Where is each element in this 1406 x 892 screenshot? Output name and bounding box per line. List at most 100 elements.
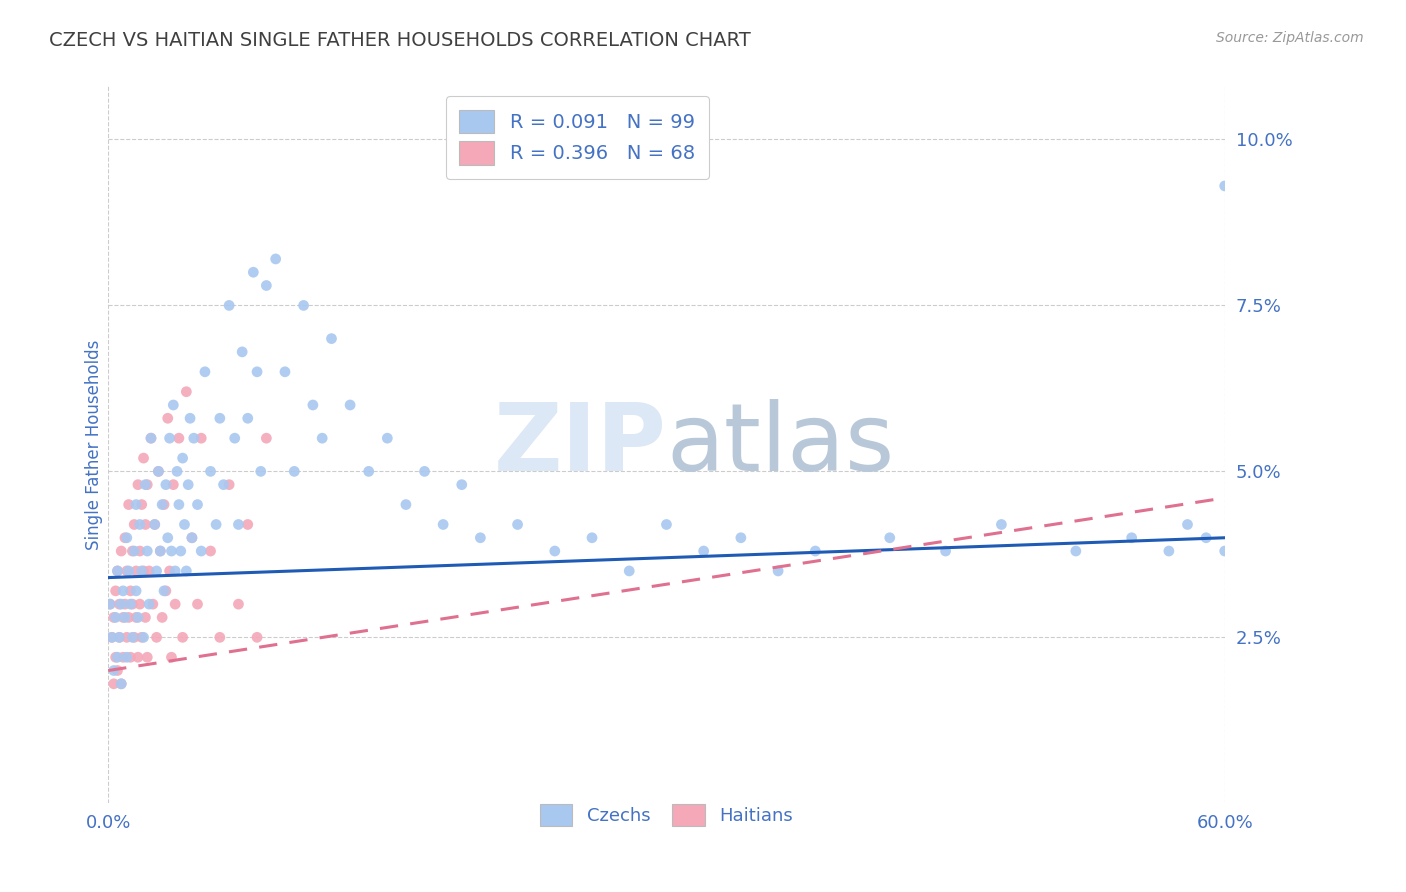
Point (160, 650, 183, 665)
Point (200, 544, 222, 558)
Point (190, 431, 212, 445)
Point (136, 650, 159, 665)
Point (127, 610, 149, 624)
Point (136, 544, 159, 558)
Point (246, 365, 269, 379)
Text: ZIP: ZIP (494, 399, 666, 491)
Point (183, 431, 205, 445)
Point (118, 564, 141, 578)
Point (208, 630, 231, 644)
Point (132, 451, 155, 466)
Point (218, 477, 240, 491)
Point (236, 411, 259, 425)
Point (581, 531, 603, 545)
Point (110, 677, 132, 691)
Point (692, 544, 714, 558)
Point (128, 597, 150, 611)
Point (156, 411, 179, 425)
Point (166, 464, 188, 478)
Point (136, 477, 159, 491)
Point (138, 597, 160, 611)
Point (450, 477, 472, 491)
Point (125, 498, 148, 512)
Point (153, 498, 176, 512)
Point (132, 564, 155, 578)
Point (179, 411, 201, 425)
Point (506, 517, 529, 532)
Point (200, 464, 222, 478)
Point (176, 564, 198, 578)
Point (115, 650, 138, 665)
Point (218, 298, 240, 312)
Text: Source: ZipAtlas.com: Source: ZipAtlas.com (1216, 31, 1364, 45)
Point (112, 610, 135, 624)
Point (131, 498, 153, 512)
Point (264, 252, 287, 266)
Point (112, 650, 135, 665)
Point (619, 564, 641, 578)
Point (104, 650, 127, 665)
Point (177, 477, 200, 491)
Point (292, 298, 315, 312)
Point (186, 498, 208, 512)
Point (990, 517, 1012, 532)
Point (181, 531, 204, 545)
Point (115, 531, 138, 545)
Point (118, 498, 141, 512)
Point (114, 610, 136, 624)
Point (155, 583, 177, 598)
Point (98, 597, 121, 611)
Point (730, 531, 752, 545)
Point (181, 531, 204, 545)
Point (283, 464, 305, 478)
Point (107, 664, 129, 678)
Point (103, 664, 125, 678)
Point (98, 597, 121, 611)
Point (544, 544, 567, 558)
Point (120, 650, 142, 665)
Point (143, 517, 166, 532)
Point (205, 517, 228, 532)
Point (249, 464, 271, 478)
Point (108, 630, 131, 644)
Point (766, 564, 789, 578)
Point (103, 610, 125, 624)
Point (165, 597, 187, 611)
Point (108, 630, 131, 644)
Point (145, 564, 167, 578)
Point (114, 597, 136, 611)
Point (655, 517, 678, 532)
Point (173, 517, 195, 532)
Point (172, 451, 194, 466)
Point (101, 630, 124, 644)
Point (159, 431, 181, 445)
Point (121, 630, 143, 644)
Point (470, 531, 492, 545)
Point (224, 431, 246, 445)
Point (1213, 544, 1236, 558)
Point (150, 498, 173, 512)
Y-axis label: Single Father Households: Single Father Households (86, 340, 103, 550)
Point (121, 597, 143, 611)
Point (112, 583, 135, 598)
Point (149, 544, 172, 558)
Point (1213, 178, 1236, 193)
Point (107, 650, 129, 665)
Point (311, 431, 333, 445)
Point (395, 498, 418, 512)
Point (228, 597, 250, 611)
Point (254, 278, 277, 293)
Point (165, 564, 187, 578)
Point (128, 544, 150, 558)
Point (143, 517, 166, 532)
Point (186, 597, 208, 611)
Point (170, 544, 193, 558)
Point (228, 517, 250, 532)
Point (162, 477, 184, 491)
Point (339, 398, 361, 412)
Point (125, 583, 148, 598)
Point (107, 564, 129, 578)
Point (194, 365, 217, 379)
Point (159, 564, 181, 578)
Point (242, 265, 264, 279)
